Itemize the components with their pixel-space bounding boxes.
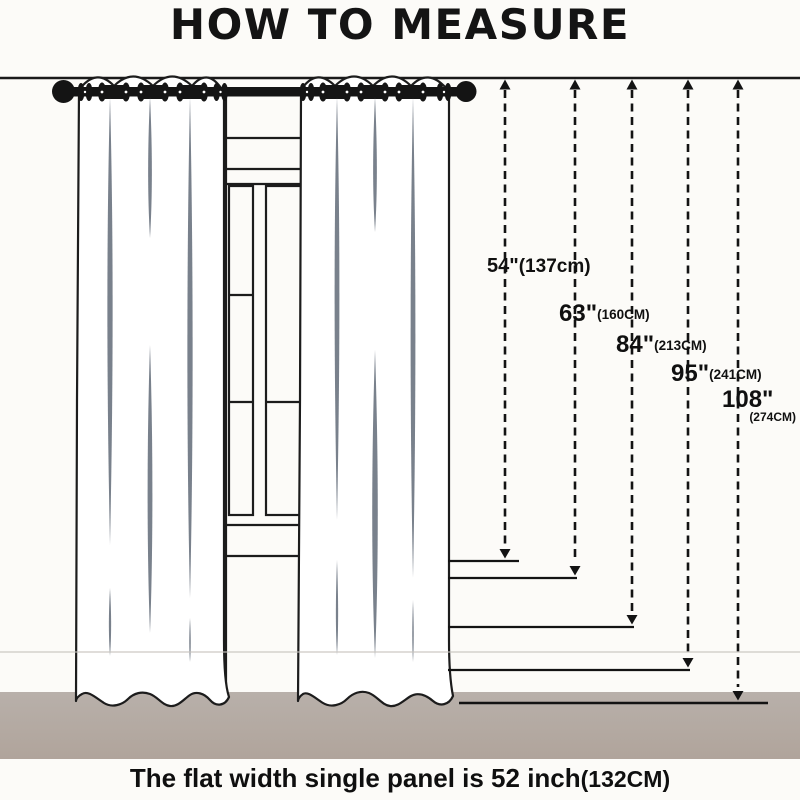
grommet-icon (136, 82, 170, 102)
measurement-inches: 108" (722, 386, 774, 413)
measurement-inches: 54" (487, 255, 519, 277)
measurement-cm: (241CM) (709, 367, 762, 382)
measurement-lines (448, 79, 768, 705)
measure-line-54 (448, 79, 519, 563)
window-pane-right (264, 184, 303, 517)
measurement-inches: 84" (616, 331, 655, 358)
rod-finial-left (52, 80, 75, 103)
flat-width-cm: (132CM) (580, 766, 671, 792)
left-curtain-panel (74, 75, 231, 708)
grommet-ring-icon (436, 83, 452, 101)
measure-line-84 (448, 79, 638, 629)
grommet-icon (175, 82, 209, 102)
rod-finial-right (455, 81, 477, 102)
curtain-folds (107, 97, 416, 662)
measure-line-95 (448, 79, 694, 672)
measurement-inches: 63" (559, 300, 598, 327)
grommet-ring-icon (213, 83, 228, 101)
window (224, 98, 304, 691)
measurement-cm: (213CM) (654, 338, 707, 353)
grommet-icon (356, 82, 390, 102)
measurement-label-84: 84"(213CM) (616, 332, 707, 357)
measurement-cm: (160CM) (597, 307, 650, 322)
grommet-icon (394, 82, 428, 102)
measurement-label-95: 95"(241CM) (671, 361, 762, 386)
grommet-icon (97, 82, 131, 102)
flat-width-text: The flat width single panel is 52 inch (129, 763, 581, 793)
grommet-icon (318, 82, 352, 102)
grommet-ring-icon (299, 83, 315, 101)
measurement-cm: (137cm) (518, 256, 591, 277)
measurement-label-63: 63"(160CM) (559, 301, 650, 326)
measure-line-63 (448, 79, 581, 580)
window-pane-left (227, 184, 255, 517)
flat-width-note: The flat width single panel is 52 inch(1… (0, 763, 800, 794)
grommets (77, 82, 452, 102)
measurement-cm: (274CM) (749, 410, 796, 425)
page-title: HOW TO MEASURE (169, 0, 631, 49)
measurement-label-108: 108" (274CM) (720, 387, 796, 424)
measurement-label-54: 54"(137cm) (487, 256, 591, 277)
measurement-inches: 95" (671, 360, 710, 387)
measure-line-108 (459, 79, 768, 705)
grommet-ring-icon (77, 83, 93, 101)
